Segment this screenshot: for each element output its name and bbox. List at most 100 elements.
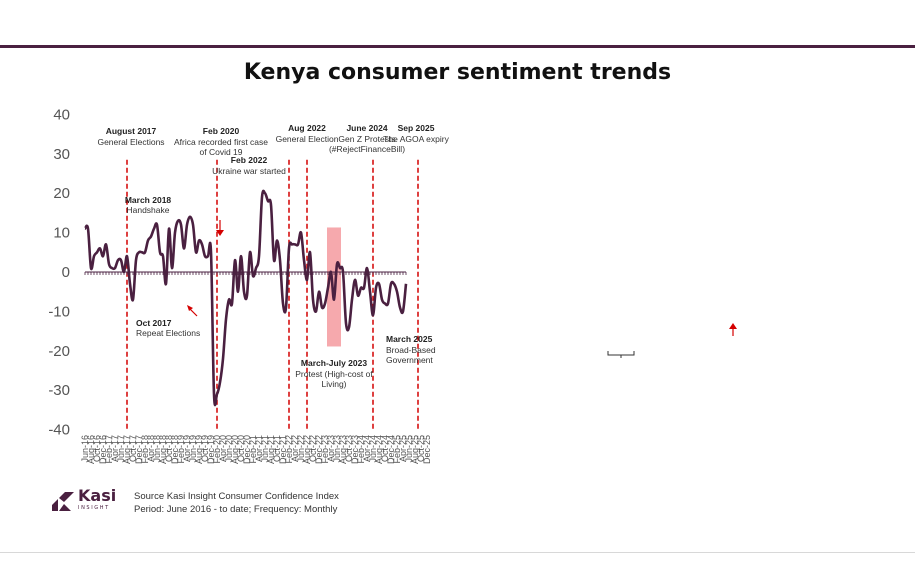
x-tick-label: Apr-21 [254, 435, 264, 462]
x-tick-label: Feb-19 [176, 435, 186, 464]
x-tick-label: Oct-16 [92, 435, 102, 462]
y-axis: 40 30 20 10 0 -10 -20 -30 -40 [48, 106, 70, 438]
x-tick-label: Oct-22 [308, 435, 318, 462]
x-tick-label: Apr-22 [290, 435, 300, 462]
x-tick-label: Aug-20 [230, 435, 240, 464]
x-tick-label: Oct-21 [272, 435, 282, 462]
x-tick-label: Feb-25 [392, 435, 402, 464]
ann-sep2025-text: The AGOA expiry [383, 134, 449, 144]
y-tick-label: 40 [53, 106, 70, 123]
x-tick-label: Oct-24 [380, 435, 390, 462]
x-tick-label: Dec-19 [206, 435, 216, 464]
source-line-1: Source Kasi Insight Consumer Confidence … [134, 491, 339, 502]
ann-aug2017-title: August 2017 [106, 126, 157, 136]
x-tick-label: Apr-24 [362, 435, 372, 462]
x-tick-label: Feb-18 [140, 435, 150, 464]
source-note: Source Kasi Insight Consumer Confidence … [134, 490, 339, 516]
ann-marjul2023-title: March-July 2023 [301, 358, 367, 368]
x-tick-label: Aug-25 [410, 435, 420, 464]
ann-jun2024-line1: Gen Z Protests [338, 134, 395, 144]
ann-oct2017-text: Repeat Elections [136, 328, 200, 338]
x-tick-label: Dec-25 [422, 435, 432, 464]
top-rule [0, 45, 915, 48]
logo-name: Kasi [78, 486, 117, 505]
chart-title: Kenya consumer sentiment trends [243, 60, 672, 85]
x-tick-label: Dec-16 [98, 435, 108, 464]
x-tick-label: Jun-21 [260, 435, 270, 463]
x-tick-label: Jun-23 [332, 435, 342, 463]
x-tick-label: Jun-17 [116, 435, 126, 463]
x-tick-label: Aug-17 [122, 435, 132, 464]
x-tick-label: Feb-17 [104, 435, 114, 464]
x-tick-label: Jun-22 [296, 435, 306, 463]
x-tick-label: Apr-20 [218, 435, 228, 462]
x-tick-label: Aug-23 [338, 435, 348, 464]
x-tick-label: Dec-17 [134, 435, 144, 464]
ann-mar2018-title: March 2018 [125, 195, 172, 205]
x-tick-label: Oct-17 [128, 435, 138, 462]
ann-jun2024-title: June 2024 [346, 123, 387, 133]
x-tick-label: Aug-18 [158, 435, 168, 464]
y-tick-label: 0 [62, 264, 70, 281]
y-tick-label: 20 [53, 185, 70, 202]
x-tick-label: Oct-20 [236, 435, 246, 462]
ann-oct2017-title: Oct 2017 [136, 318, 172, 328]
x-tick-label: Feb-23 [320, 435, 330, 464]
y-tick-label: 10 [53, 225, 70, 242]
x-tick-label: Dec-22 [314, 435, 324, 464]
x-tick-label: Apr-19 [182, 435, 192, 462]
x-tick-label: Feb-24 [356, 435, 366, 464]
ann-sep2025-title: Sep 2025 [398, 123, 435, 133]
bottom-rule [0, 552, 915, 553]
ann-feb2022-title: Feb 2022 [231, 155, 268, 165]
x-tick-label: Jun-16 [80, 435, 90, 463]
logo-subtitle: INSIGHT [78, 505, 110, 511]
x-tick-label: Aug-22 [302, 435, 312, 464]
x-tick-label: Oct-25 [416, 435, 426, 462]
x-tick-label: Dec-18 [170, 435, 180, 464]
ann-aug2022-text: General Election [276, 134, 339, 144]
kasi-logo-icon [52, 491, 74, 511]
ann-feb2020-line1: Africa recorded first case [174, 137, 268, 147]
ann-mar2025-title: March 2025 [386, 334, 433, 344]
ann-mar2018-text: Handshake [126, 205, 169, 215]
arrow-mar2018-head [216, 230, 224, 236]
x-tick-label: Aug-16 [86, 435, 96, 464]
y-tick-label: -30 [48, 382, 70, 399]
x-tick-label: Aug-19 [194, 435, 204, 464]
x-tick-label: Aug-24 [374, 435, 384, 464]
ann-jun2024-line2: (#RejectFinanceBill) [329, 144, 405, 154]
bracket-marjul2023 [607, 351, 635, 358]
ann-feb2020-line2: of Covid 19 [200, 147, 243, 157]
y-tick-label: 30 [53, 146, 70, 163]
x-tick-label: Feb-20 [212, 435, 222, 464]
x-tick-label: Apr-17 [110, 435, 120, 462]
ann-mar2025-line1: Broad-Based [386, 345, 436, 355]
x-tick-label: Aug-21 [266, 435, 276, 464]
x-tick-label: Oct-19 [200, 435, 210, 462]
x-tick-label: Jun-20 [224, 435, 234, 463]
ann-mar2025-line2: Government [386, 355, 433, 365]
event-lines [126, 159, 419, 432]
ann-feb2022-text: Ukraine war started [212, 166, 286, 176]
ann-aug2022-title: Aug 2022 [288, 123, 326, 133]
source-line-2: Period: June 2016 - to date; Frequency: … [134, 504, 338, 515]
x-tick-label: Jun-18 [152, 435, 162, 463]
y-tick-label: -10 [48, 303, 70, 320]
x-axis-labels: Jun-16Aug-16Oct-16Dec-16Feb-17Apr-17Jun-… [80, 435, 432, 464]
x-tick-label: Apr-25 [398, 435, 408, 462]
kasi-logo: Kasi INSIGHT [52, 488, 116, 511]
annotation-arrows [187, 220, 737, 358]
x-tick-label: Jun-24 [368, 435, 378, 463]
arrow-mar2025-head [729, 323, 737, 329]
y-tick-label: -40 [48, 422, 70, 439]
y-tick-label: -20 [48, 343, 70, 360]
x-tick-label: Apr-23 [326, 435, 336, 462]
x-tick-label: Oct-18 [164, 435, 174, 462]
ann-feb2020-title: Feb 2020 [203, 126, 240, 136]
x-tick-label: Jun-25 [404, 435, 414, 463]
x-tick-label: Dec-24 [386, 435, 396, 464]
ann-aug2017-text: General Elections [97, 137, 164, 147]
x-tick-label: Apr-18 [146, 435, 156, 462]
